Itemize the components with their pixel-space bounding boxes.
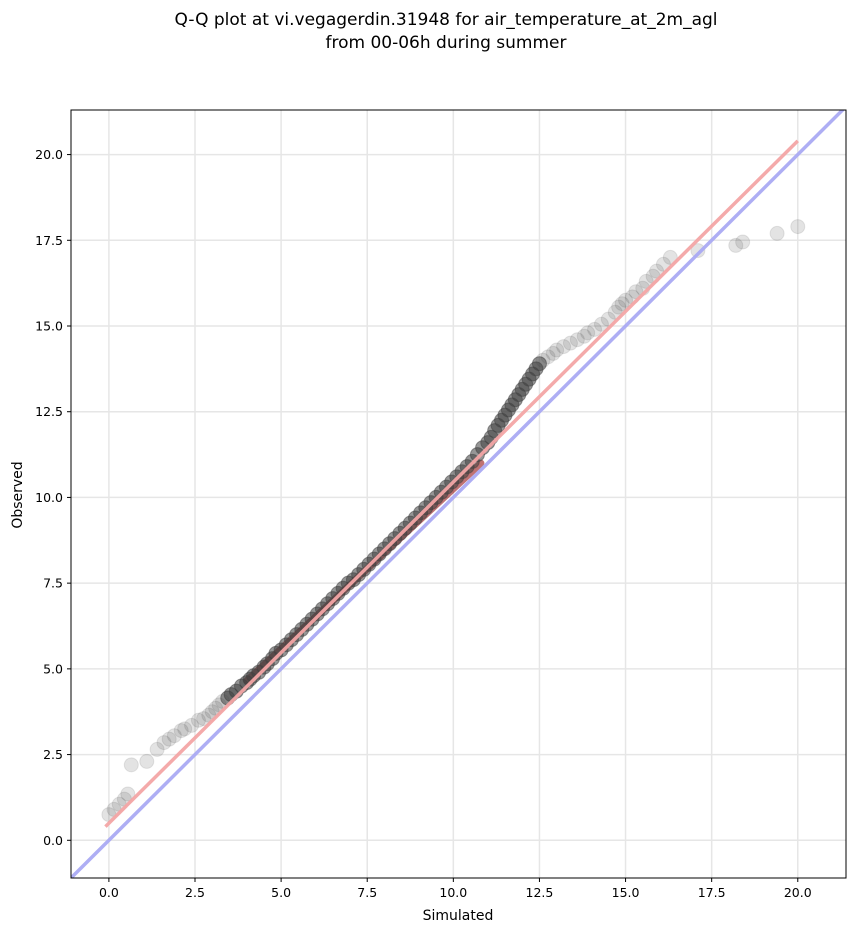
data-point — [790, 219, 806, 235]
data-point — [196, 711, 212, 727]
x-tick-label: 17.5 — [698, 885, 726, 900]
y-tick-label: 2.5 — [43, 747, 63, 762]
data-point — [690, 243, 706, 259]
data-point — [161, 731, 177, 747]
data-point — [549, 342, 565, 358]
data-point — [184, 717, 200, 733]
data-point — [556, 339, 572, 355]
x-tick-label: 2.5 — [185, 885, 205, 900]
data-point — [569, 332, 585, 348]
data-point — [614, 296, 630, 312]
data-point — [649, 263, 665, 279]
x-tick-label: 0.0 — [99, 885, 119, 900]
data-point — [149, 741, 165, 757]
y-axis-label: Observed — [10, 461, 26, 528]
x-tick-label: 15.0 — [612, 885, 640, 900]
x-tick-label: 20.0 — [784, 885, 812, 900]
data-point — [540, 349, 556, 365]
chart-title-line-2: from 00-06h during summer — [326, 33, 567, 53]
data-point — [139, 753, 155, 769]
data-point — [531, 356, 547, 372]
data-point — [580, 325, 596, 341]
data-point — [593, 316, 609, 332]
data-point — [655, 256, 671, 272]
x-axis-label: Simulated — [423, 908, 494, 924]
data-point — [120, 786, 136, 802]
identity-line — [71, 110, 846, 878]
data-point — [618, 292, 634, 308]
x-tick-label: 12.5 — [526, 885, 554, 900]
data-point — [638, 273, 654, 289]
grid-lines — [71, 110, 846, 878]
data-point — [576, 328, 592, 344]
y-tick-label: 0.0 — [43, 833, 63, 848]
data-point — [535, 352, 551, 368]
plot-frame — [70, 109, 847, 879]
data-point — [769, 225, 785, 241]
plot-area — [71, 110, 846, 878]
y-tick-label: 7.5 — [43, 576, 63, 591]
x-axis: 0.0 2.5 5.0 7.5 10.0 12.5 15.0 17.5 20.0 — [99, 878, 812, 900]
data-point — [545, 345, 561, 361]
data-point — [735, 234, 751, 250]
data-point — [123, 757, 139, 773]
data-point — [611, 299, 627, 315]
y-tick-label: 5.0 — [43, 661, 63, 676]
y-tick-label: 10.0 — [35, 490, 63, 505]
x-tick-label: 10.0 — [439, 885, 467, 900]
data-point — [587, 321, 603, 337]
y-axis: 0.0 2.5 5.0 7.5 10.0 12.5 15.0 17.5 20.0 — [35, 147, 71, 848]
y-tick-label: 15.0 — [35, 319, 63, 334]
data-point — [562, 335, 578, 351]
x-tick-label: 5.0 — [271, 885, 291, 900]
y-tick-label: 17.5 — [35, 233, 63, 248]
chart-title-line-1: Q-Q plot at vi.vegagerdin.31948 for air_… — [174, 10, 717, 30]
data-point — [190, 712, 206, 728]
x-tick-label: 7.5 — [357, 885, 377, 900]
fit-line — [104, 139, 800, 828]
data-point — [728, 237, 744, 253]
data-point — [628, 284, 644, 300]
y-tick-label: 20.0 — [35, 147, 63, 162]
data-point — [177, 721, 193, 737]
data-point — [662, 249, 678, 265]
data-point — [156, 735, 172, 751]
y-tick-label: 12.5 — [35, 404, 63, 419]
data-point — [166, 728, 182, 744]
data-point — [173, 723, 189, 739]
